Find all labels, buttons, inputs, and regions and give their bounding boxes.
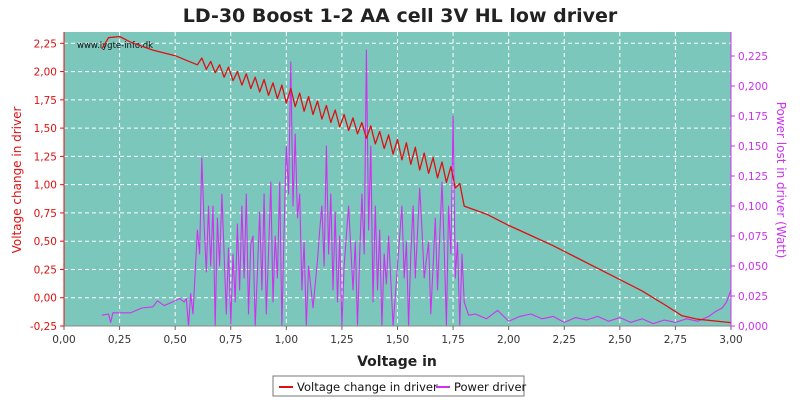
x-tick-label: 0,75	[219, 334, 242, 346]
left-tick-label: 0,25	[34, 264, 57, 276]
left-tick-label: 1,00	[34, 180, 57, 192]
right-axis-ticks: 0,000 0,025 0,050 0,075 0,100 0,125 0,150 0,175…	[731, 51, 768, 333]
left-tick-label: 1,25	[34, 151, 57, 163]
x-tick-label: 0,25	[108, 334, 131, 346]
right-tick-label: 0,125	[738, 171, 768, 183]
left-tick-label: 2,00	[34, 67, 57, 79]
power-driver-line	[101, 49, 732, 327]
right-tick-label: 0,100	[738, 201, 768, 213]
left-axis-label: Voltage change in driver	[10, 107, 24, 254]
x-tick-label: 3,00	[719, 334, 742, 346]
x-tick-label: 1,00	[275, 334, 298, 346]
x-tick-label: 1,75	[441, 334, 464, 346]
right-tick-label: 0,025	[738, 291, 768, 303]
right-tick-label: 0,000	[738, 321, 768, 333]
left-tick-label: -0,25	[30, 321, 57, 333]
right-axis-label: Power lost in driver (Watt)	[774, 102, 788, 259]
legend-label-power: Power driver	[454, 380, 527, 394]
x-tick-label: 2,00	[497, 334, 520, 346]
right-tick-label: 0,075	[738, 231, 768, 243]
series-layer	[101, 35, 732, 327]
x-tick-label: 1,50	[386, 334, 409, 346]
right-tick-label: 0,200	[738, 81, 768, 93]
legend-box	[272, 375, 525, 397]
right-tick-label: 0,150	[738, 141, 768, 153]
x-tick-label: 0,50	[163, 334, 186, 346]
left-axis-ticks: -0,25 0,00 0,25 0,50 0,75 1,00 1,25 1,50 1,75 2,0…	[30, 38, 64, 333]
x-tick-label: 2,50	[608, 334, 631, 346]
watermark: www.lygte-info.dk	[77, 41, 153, 51]
grid	[64, 32, 731, 327]
left-tick-label: 0,00	[34, 293, 57, 305]
x-tick-label: 1,25	[330, 334, 353, 346]
x-tick-label: 2,25	[553, 334, 576, 346]
right-tick-label: 0,175	[738, 111, 768, 123]
right-tick-label: 0,050	[738, 261, 768, 273]
x-axis-ticks: 0,00 0,25 0,50 0,75 1,00 1,25 1,50 1,75 2,00 2,25…	[52, 326, 743, 346]
x-tick-label: 0,00	[52, 334, 75, 346]
legend: Voltage change in driver Power driver	[272, 375, 527, 397]
voltage-change-line	[101, 35, 732, 324]
left-tick-label: 1,50	[34, 123, 57, 135]
x-tick-label: 2,75	[664, 334, 687, 346]
left-tick-label: 2,25	[34, 38, 57, 50]
legend-label-voltage: Voltage change in driver	[297, 380, 438, 394]
left-tick-label: 0,75	[34, 208, 57, 220]
chart-title: LD-30 Boost 1-2 AA cell 3V HL low driver	[183, 5, 618, 27]
x-axis-label: Voltage in	[357, 354, 437, 370]
right-tick-label: 0,225	[738, 51, 768, 63]
left-tick-label: 0,50	[34, 236, 57, 248]
left-tick-label: 1,75	[34, 95, 57, 107]
